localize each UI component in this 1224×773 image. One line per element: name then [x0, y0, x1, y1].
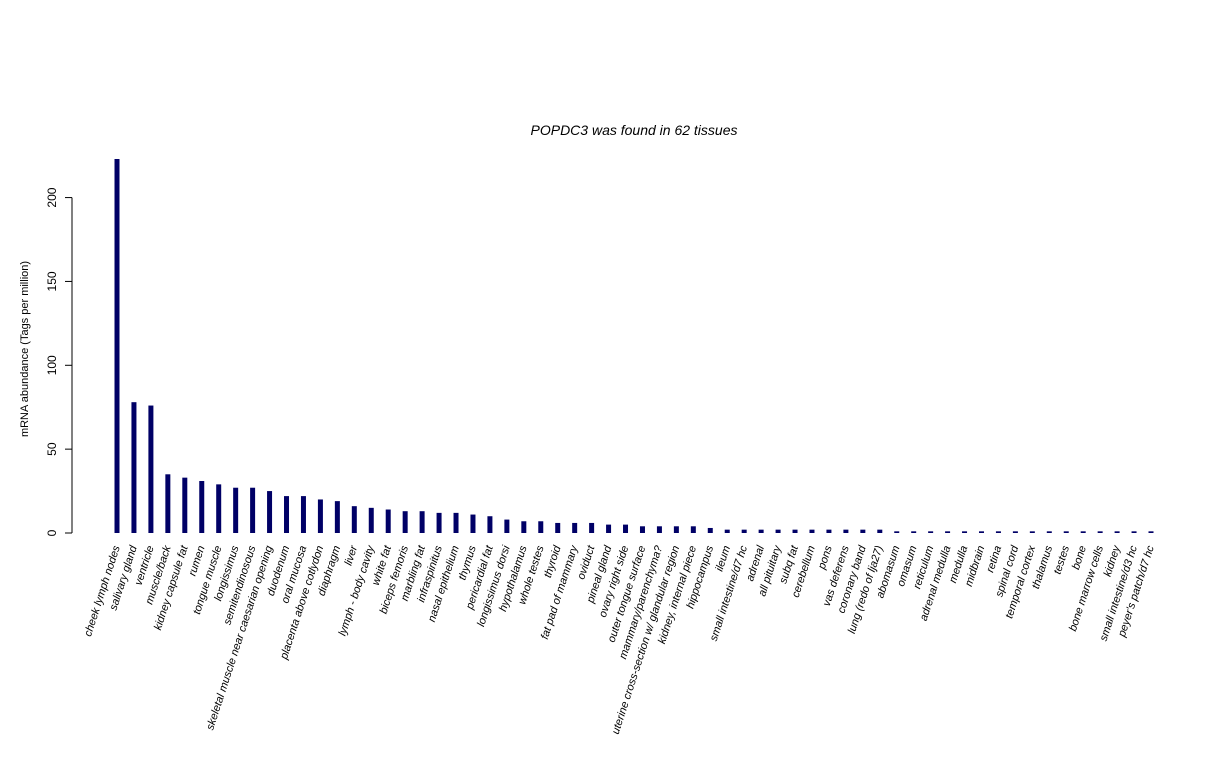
- bar: [945, 531, 951, 533]
- bar: [487, 516, 493, 533]
- bar: [131, 402, 137, 533]
- bar: [673, 526, 679, 533]
- bar: [894, 531, 900, 533]
- bar: [589, 522, 595, 533]
- bar: [1148, 531, 1154, 533]
- bar: [572, 522, 578, 533]
- bar: [1029, 531, 1035, 533]
- bar: [199, 481, 205, 533]
- bar: [334, 501, 340, 533]
- bar: [792, 529, 798, 533]
- bar: [284, 496, 290, 533]
- bar: [317, 499, 323, 533]
- bar: [978, 531, 984, 533]
- bar: [1046, 531, 1052, 533]
- bar: [843, 529, 849, 533]
- bar: [724, 529, 730, 533]
- bar: [1080, 531, 1086, 533]
- bar: [656, 526, 662, 533]
- bar: [606, 524, 612, 533]
- bar: [165, 474, 171, 533]
- bar: [114, 159, 120, 533]
- bar: [1063, 531, 1069, 533]
- bar: [233, 487, 239, 533]
- y-tick-label: 150: [45, 271, 59, 291]
- bar: [928, 531, 934, 533]
- bar: [470, 514, 476, 533]
- y-axis: 0 50 100 150 200: [45, 187, 73, 536]
- bar: [1131, 531, 1137, 533]
- bar: [504, 519, 510, 533]
- bar: [775, 529, 781, 533]
- bar: [1114, 531, 1120, 533]
- bar: [877, 529, 883, 533]
- bar: [182, 477, 188, 533]
- bar: [419, 511, 425, 533]
- bars-group: [114, 159, 1154, 533]
- bar: [1012, 531, 1018, 533]
- bar: [436, 512, 442, 533]
- bar: [521, 521, 527, 533]
- bar: [300, 496, 306, 533]
- bar: [538, 521, 544, 533]
- bar: [267, 491, 273, 533]
- bar: [639, 526, 645, 533]
- y-tick-label: 50: [45, 442, 59, 456]
- bar: [623, 524, 629, 533]
- bar: [385, 509, 391, 533]
- bar: [555, 522, 561, 533]
- y-tick-label: 100: [45, 355, 59, 375]
- bar: [962, 531, 968, 533]
- bar: [860, 529, 866, 533]
- bar: [995, 531, 1001, 533]
- bar: [707, 527, 713, 533]
- bar: [351, 506, 357, 533]
- y-tick-label: 0: [45, 529, 59, 536]
- bar: [402, 511, 408, 533]
- bar: [911, 531, 917, 533]
- bar: [741, 529, 747, 533]
- bar: [826, 529, 832, 533]
- y-axis-label: mRNA abundance (Tags per million): [19, 261, 31, 437]
- bar: [690, 526, 696, 533]
- x-tick-label: liver: [343, 543, 361, 567]
- bar: [758, 529, 764, 533]
- chart-title: POPDC3 was found in 62 tissues: [531, 122, 738, 138]
- bar: [216, 484, 222, 533]
- bar: [250, 487, 256, 533]
- bar: [1097, 531, 1103, 533]
- bar: [809, 529, 815, 533]
- bar: [453, 512, 459, 533]
- y-tick-label: 200: [45, 187, 59, 207]
- bar: [368, 507, 374, 533]
- bar: [148, 405, 154, 533]
